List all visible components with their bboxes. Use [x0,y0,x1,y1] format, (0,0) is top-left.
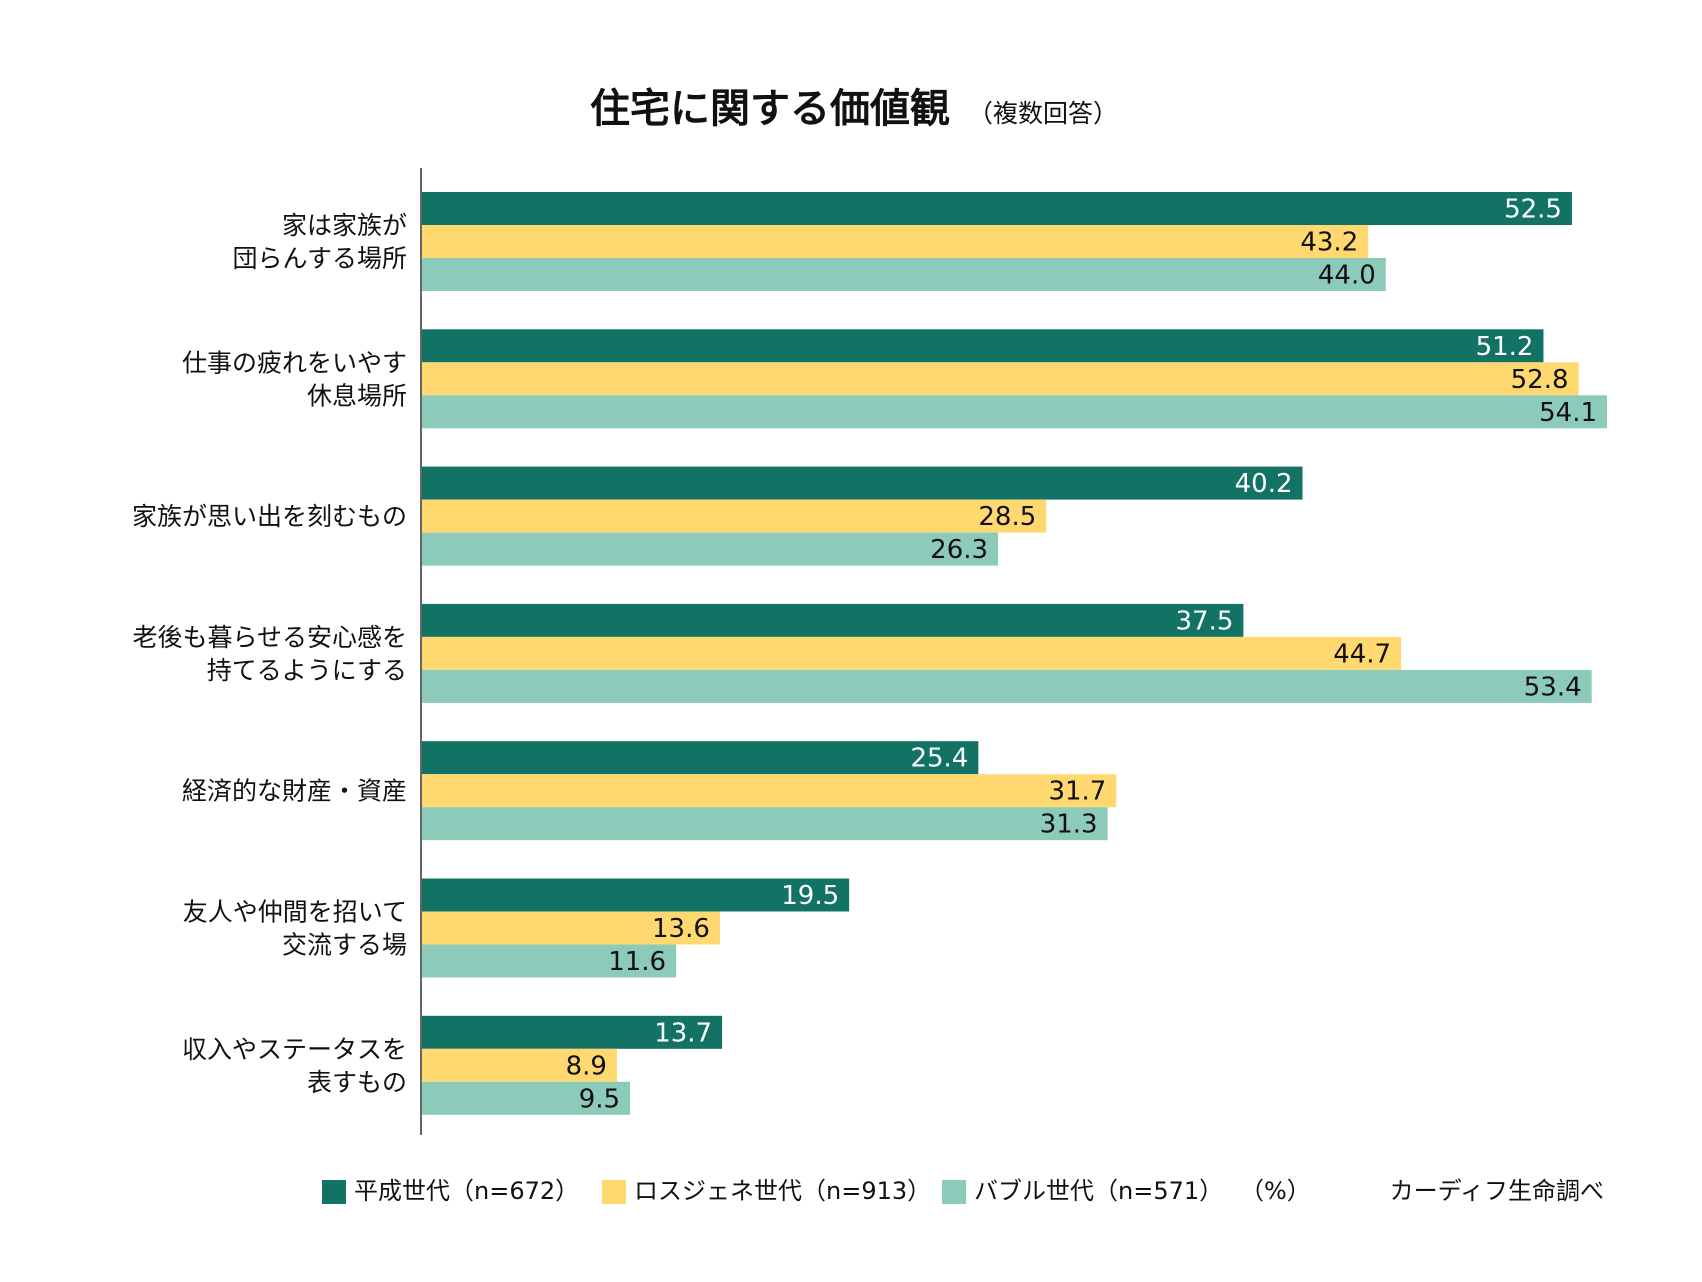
bar [422,499,1047,533]
bar [422,225,1369,258]
category-label: 老後も暮らせる安心感を持てるようにする [132,623,407,685]
data-label: 44.0 [1318,261,1376,291]
data-label: 51.2 [1476,332,1534,362]
category-label-line: 経済的な財産・資産 [182,777,407,806]
legend-label: バブル世代（n=571） [974,1177,1223,1205]
bar [422,774,1117,808]
category-label-line: 休息場所 [307,381,407,410]
legend: 平成世代（n=672） ロスジェネ世代（n=913） バブル世代（n=571） [322,1177,1223,1205]
category-label: 家は家族が団らんする場所 [232,211,407,273]
data-label: 52.8 [1511,365,1569,395]
category-label-line: 交流する場 [282,931,407,960]
bar [422,192,1572,225]
bar [422,258,1386,291]
category-label: 経済的な財産・資産 [182,777,407,806]
category-label-line: 家は家族が [282,211,407,240]
data-label: 44.7 [1333,639,1391,669]
bar [422,603,1244,637]
bar [422,807,1108,841]
unit-label: （%） [1240,1177,1311,1205]
bar [422,532,999,566]
bar [422,636,1402,670]
data-label: 11.6 [608,947,666,977]
category-label: 友人や仲間を招いて交流する場 [183,898,407,960]
data-label: 31.7 [1048,777,1106,807]
bar [422,911,720,945]
category-label-line: 老後も暮らせる安心感を [132,623,407,652]
bar [422,878,850,912]
bar [422,1048,617,1082]
data-label: 40.2 [1235,469,1293,499]
chart-subtitle: （複数回答） [968,99,1118,128]
bar [422,466,1303,500]
data-label: 43.2 [1300,228,1358,258]
data-label: 13.6 [652,914,710,944]
data-label: 26.3 [930,535,988,565]
category-label-line: 表すもの [307,1068,407,1097]
legend-label: 平成世代（n=672） [354,1177,579,1205]
bar [422,669,1592,703]
data-label: 53.4 [1524,672,1582,702]
data-label: 19.5 [781,881,839,911]
category-label-line: 家族が思い出を刻むもの [132,502,407,531]
bar [422,1015,723,1049]
legend-swatch [942,1180,966,1204]
category-label-line: 持てるようにする [207,656,407,685]
chart-title: 住宅に関する価値観 [590,86,950,132]
bar [422,741,979,775]
category-label-line: 団らんする場所 [232,244,407,273]
category-label-line: 収入やステータスを [182,1035,407,1064]
bars-group: 家は家族が団らんする場所 52.5 43.244.0 仕事の疲れをいやす休息場所 51.… [132,192,1607,1115]
data-label: 8.9 [566,1051,607,1081]
category-label: 収入やステータスを表すもの [182,1035,407,1097]
data-label: 13.7 [654,1018,712,1048]
bar [422,944,677,978]
data-label: 31.3 [1040,810,1098,840]
bar [422,395,1607,429]
category-label: 家族が思い出を刻むもの [132,502,407,531]
legend-label: ロスジェネ世代（n=913） [634,1177,931,1205]
source-label: カーディフ生命調べ [1390,1177,1604,1205]
data-label: 9.5 [579,1084,620,1114]
data-label: 54.1 [1539,398,1597,428]
category-label-line: 友人や仲間を招いて [183,898,407,927]
legend-swatch [602,1180,626,1204]
data-label: 52.5 [1504,195,1562,225]
data-label: 25.4 [910,744,968,774]
data-label: 37.5 [1176,606,1234,636]
category-label-line: 仕事の疲れをいやす [182,348,407,377]
bar [422,362,1579,396]
bar [422,329,1544,363]
category-label: 仕事の疲れをいやす休息場所 [182,348,407,410]
bar [422,1081,631,1115]
legend-swatch [322,1180,346,1204]
data-label: 28.5 [978,502,1036,532]
